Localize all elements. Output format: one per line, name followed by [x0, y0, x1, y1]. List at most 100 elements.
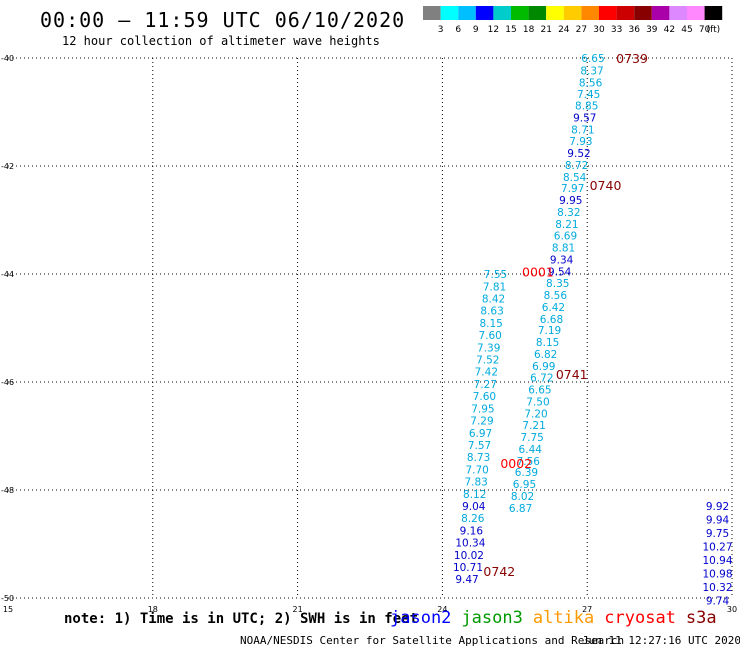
wave-height-value: 9.74 — [706, 596, 730, 608]
wave-height-value: 8.12 — [463, 489, 486, 501]
footer-note: note: 1) Time is in UTC; 2) SWH is in fe… — [64, 611, 419, 627]
wave-height-value: 10.27 — [702, 542, 732, 554]
wave-height-value: 6.97 — [469, 428, 492, 440]
x-tick-label: 27 — [582, 605, 592, 614]
wave-height-value: 6.82 — [534, 349, 557, 361]
legend-swatch — [563, 6, 582, 20]
footer-timestamp: Jun 11 12:27:16 UTC 2020 — [582, 634, 740, 647]
x-tick-label: 24 — [437, 605, 447, 614]
wave-height-value: 9.95 — [559, 195, 582, 207]
wave-height-value: 8.35 — [546, 278, 569, 290]
wave-height-value: 7.95 — [471, 403, 494, 415]
wave-height-value: 6.68 — [540, 314, 563, 326]
wave-height-value: 7.75 — [520, 432, 543, 444]
wave-height-value: 9.54 — [548, 266, 572, 278]
wave-height-value: 8.81 — [552, 243, 575, 255]
legend-swatch — [546, 6, 564, 20]
wave-height-value: 6.95 — [513, 479, 536, 491]
pass-time-label: 0741 — [556, 367, 588, 382]
wave-height-value: 8.02 — [511, 491, 534, 503]
legend-label: 12 — [488, 25, 499, 35]
legend-swatch — [634, 6, 652, 20]
wave-height-value: 8.32 — [557, 207, 580, 219]
wave-height-value: 10.02 — [454, 550, 484, 562]
wave-height-value: 7.81 — [483, 281, 506, 293]
legend-swatch — [528, 6, 547, 20]
legend-label: 18 — [523, 25, 535, 35]
x-tick-label: 21 — [293, 605, 303, 614]
x-tick-label: 18 — [148, 605, 158, 614]
mission-jason3: jason3 — [461, 608, 523, 628]
y-tick-label: -46 — [1, 378, 14, 387]
wave-height-value: 7.97 — [561, 183, 584, 195]
y-tick-label: -44 — [1, 270, 14, 279]
wave-height-value: 7.27 — [474, 379, 497, 391]
wave-height-value: 8.56 — [544, 290, 568, 302]
wave-height-value: 9.16 — [460, 526, 484, 538]
legend-swatch — [687, 6, 705, 20]
wave-height-value: 8.15 — [479, 318, 502, 330]
wave-height-value: 7.83 — [464, 476, 487, 488]
wave-height-value: 7.19 — [538, 325, 561, 337]
wave-height-value: 6.42 — [542, 302, 565, 314]
wave-height-value: 6.69 — [554, 231, 577, 243]
wave-height-value: 8.21 — [555, 219, 578, 231]
legend-label: 9 — [473, 25, 479, 35]
wave-height-value: 6.65 — [581, 53, 604, 65]
x-tick-label: 15 — [3, 605, 13, 614]
footer-credit: NOAA/NESDIS Center for Satellite Applica… — [240, 634, 625, 647]
legend-swatch — [651, 6, 670, 20]
legend-label: 27 — [576, 25, 587, 35]
wave-height-value: 7.21 — [522, 420, 545, 432]
y-tick-label: -40 — [1, 54, 14, 63]
wave-height-value: 7.56 — [517, 456, 541, 468]
pass-time-label: 0740 — [590, 178, 622, 193]
legend-label: 30 — [593, 25, 605, 35]
wave-height-value: 6.87 — [509, 503, 532, 515]
wave-height-value: 10.34 — [455, 537, 485, 549]
mission-cryosat: cryosat — [604, 608, 676, 628]
legend-unit: (ft) — [707, 25, 721, 35]
wave-height-value: 6.44 — [519, 444, 543, 456]
wave-height-value: 8.26 — [461, 513, 485, 525]
color-legend: 3 6 9 12 15 18 21 24 27 30 33 36 39 42 45 70(ft) — [423, 6, 723, 35]
wave-height-value: 7.60 — [473, 391, 496, 403]
legend-label: 33 — [611, 25, 622, 35]
pass-time-label: 0002 — [500, 456, 532, 471]
wave-height-value: 8.63 — [480, 306, 503, 318]
wave-height-value: 8.72 — [565, 160, 588, 172]
wave-height-value: 8.54 — [563, 172, 587, 184]
wave-height-value: 7.57 — [468, 440, 491, 452]
wave-height-value: 7.39 — [477, 342, 500, 354]
legend-label: 6 — [455, 25, 461, 35]
legend-swatch — [423, 6, 441, 20]
legend-label: 36 — [628, 25, 640, 35]
legend-swatch — [493, 6, 511, 20]
mission-s3a: s3a — [685, 608, 717, 628]
wave-height-value: 9.75 — [706, 528, 729, 540]
legend-label: 15 — [505, 25, 516, 35]
legend-label: 70 — [699, 25, 711, 35]
y-tick-label: -48 — [1, 486, 14, 495]
wave-height-value: 7.93 — [569, 136, 592, 148]
pass-time-label: 0001 — [522, 264, 554, 279]
wave-height-value: 7.50 — [526, 396, 549, 408]
chart-subtitle: 12 hour collection of altimeter wave hei… — [62, 34, 380, 48]
wave-height-value: 9.04 — [462, 501, 486, 513]
pass-time-label: 0742 — [483, 564, 515, 579]
wave-height-value: 6.72 — [530, 373, 553, 385]
wave-height-value: 9.94 — [706, 515, 730, 527]
y-tick-label: -42 — [1, 162, 14, 171]
wave-height-value: 10.71 — [453, 562, 483, 574]
legend-swatch — [475, 6, 494, 20]
pass-time-label: 0739 — [616, 51, 648, 66]
mission-jason2: jason2 — [390, 608, 452, 628]
legend-swatch — [511, 6, 529, 20]
legend-swatch — [581, 6, 599, 20]
legend-label: 3 — [438, 25, 444, 35]
wave-height-value: 9.52 — [567, 148, 590, 160]
wave-height-value: 8.37 — [580, 65, 603, 77]
legend-label: 21 — [540, 25, 551, 35]
wave-height-value: 9.57 — [573, 112, 596, 124]
